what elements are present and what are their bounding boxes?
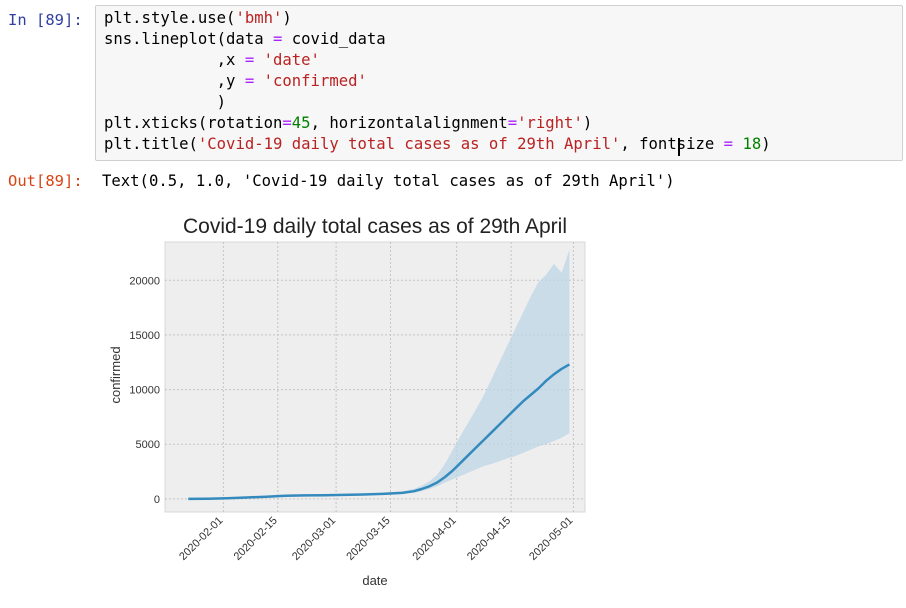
line-chart: Covid-19 daily total cases as of 29th Ap…: [108, 215, 586, 588]
y-tick-label: 20000: [129, 275, 160, 287]
x-tick-label: 2020-03-01: [290, 515, 338, 563]
text-cursor: [678, 138, 680, 156]
confidence-band: [188, 249, 570, 499]
y-tick-label: 15000: [129, 330, 160, 342]
code-editor[interactable]: plt.style.use('bmh') sns.lineplot(data =…: [104, 8, 771, 155]
y-tick-labels: 0 5000 10000 15000 20000: [129, 275, 160, 506]
y-tick-label: 0: [154, 494, 160, 506]
input-prompt: In [89]:: [8, 11, 83, 29]
y-tick-label: 10000: [129, 385, 160, 397]
x-tick-label: 2020-02-01: [177, 515, 225, 563]
code-line-1: plt.style.use('bmh'): [104, 9, 292, 27]
code-cell-input[interactable]: plt.style.use('bmh') sns.lineplot(data =…: [95, 5, 903, 161]
chart-title: Covid-19 daily total cases as of 29th Ap…: [183, 215, 567, 238]
x-tick-labels: 2020-02-01 2020-02-15 2020-03-01 2020-03-15…: [177, 515, 575, 563]
y-tick-label: 5000: [136, 439, 160, 451]
code-line-4: ,y = 'confirmed': [104, 72, 367, 90]
code-line-6: plt.xticks(rotation=45, horizontalalignm…: [104, 114, 593, 132]
y-axis-label: confirmed: [108, 346, 123, 403]
code-line-2: sns.lineplot(data = covid_data: [104, 30, 386, 48]
output-prompt: Out[89]:: [8, 172, 83, 190]
code-line-3: ,x = 'date': [104, 51, 320, 69]
x-tick-label: 2020-03-15: [344, 515, 392, 563]
x-tick-label: 2020-04-01: [411, 515, 459, 563]
x-axis-label: date: [362, 573, 387, 588]
mean-line: [188, 363, 571, 501]
code-line-7: plt.title('Covid-19 daily total cases as…: [104, 135, 771, 153]
x-tick-label: 2020-04-15: [465, 515, 513, 563]
code-line-5: ): [104, 93, 227, 111]
x-tick-label: 2020-02-15: [232, 515, 280, 563]
output-text: Text(0.5, 1.0, 'Covid-19 daily total cas…: [102, 172, 675, 190]
x-tick-label: 2020-05-01: [527, 515, 575, 563]
